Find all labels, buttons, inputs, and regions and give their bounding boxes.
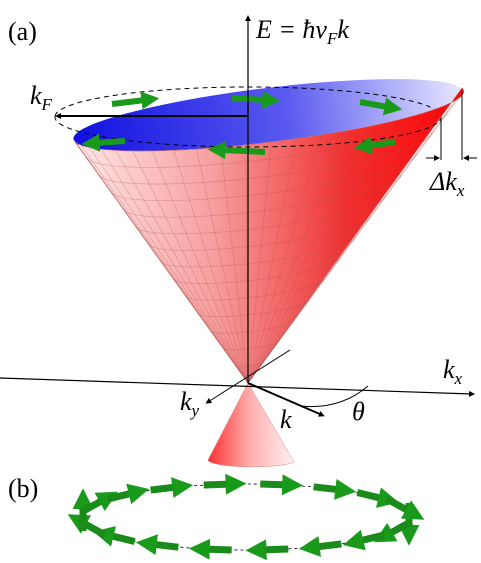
subscript: y [190, 401, 200, 420]
spin-arrow [260, 484, 286, 485]
spin-arrow [204, 484, 230, 485]
panel-label: (a) [8, 17, 37, 46]
spin-arrow [108, 493, 133, 499]
text: k [30, 81, 42, 110]
spin-texture [81, 484, 412, 550]
spin-arrow [151, 487, 177, 490]
text: k [180, 387, 192, 416]
spin-arrow [112, 100, 145, 104]
spin-arrow [262, 549, 288, 550]
text: k [337, 15, 349, 44]
kx-label: kx [443, 355, 463, 388]
spin-arrow [368, 142, 395, 146]
spin-arrow [96, 141, 125, 143]
spin-arrow [359, 535, 384, 541]
spin-arrow [316, 544, 342, 547]
angle-label: θ [352, 397, 365, 426]
spin-arrow [232, 98, 266, 100]
figure: (a) E = ħvFk kF Δkx kx ky k θ (b) [0, 0, 481, 563]
spin-arrow [109, 535, 134, 541]
shift-label: Δkx [429, 167, 465, 200]
subscript: x [456, 181, 465, 200]
spin-arrow [153, 544, 179, 547]
ky-label: ky [180, 387, 200, 420]
text: E = ħv [255, 15, 327, 44]
kf-label: kF [30, 81, 53, 114]
spin-arrow [206, 549, 232, 550]
panel-label: (b) [8, 474, 38, 503]
spin-arrow [222, 150, 265, 152]
subscript: F [326, 29, 338, 48]
text: k [443, 355, 455, 384]
subscript: x [454, 369, 463, 388]
k-label: k [280, 405, 292, 434]
kx-axis [0, 378, 472, 394]
subscript: F [41, 95, 53, 114]
spin-arrow [314, 487, 340, 490]
spin-arrow [357, 493, 382, 499]
text: Δk [429, 167, 457, 196]
energy-label: E = ħvFk [255, 15, 349, 48]
